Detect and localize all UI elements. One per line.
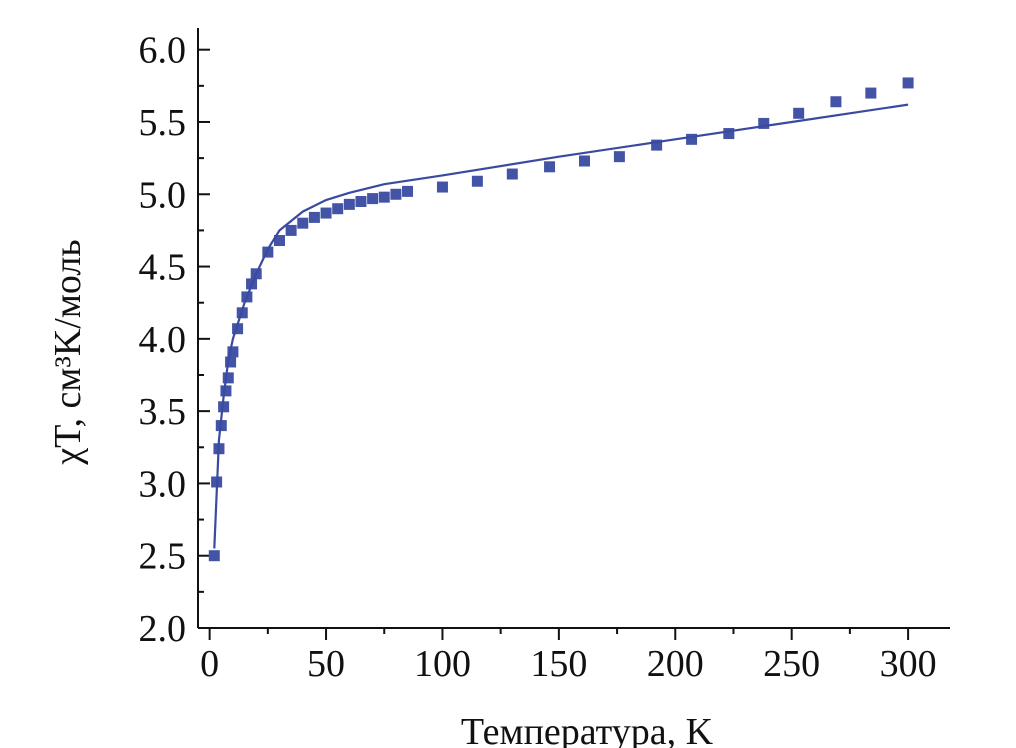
data-point — [285, 224, 297, 236]
data-point — [544, 161, 556, 173]
data-point — [308, 211, 320, 223]
data-point — [320, 207, 332, 219]
data-point — [865, 87, 877, 99]
y-axis-label: χT, см³K/моль — [47, 239, 89, 465]
data-point — [686, 133, 698, 145]
y-tick-label: 6.0 — [139, 30, 187, 72]
x-tick-label: 150 — [530, 643, 587, 685]
fit-line — [213, 103, 909, 549]
x-tick-label: 50 — [307, 643, 345, 685]
data-point — [723, 128, 735, 140]
y-tick-label: 4.5 — [139, 247, 187, 289]
x-tick-label: 100 — [414, 643, 471, 685]
data-point — [830, 96, 842, 108]
x-tick-label: 0 — [200, 643, 219, 685]
y-tick-label: 2.0 — [139, 608, 187, 650]
data-point — [332, 203, 344, 215]
data-point — [297, 217, 309, 229]
x-tick-label: 300 — [880, 643, 937, 685]
data-point — [506, 168, 518, 180]
x-tick-label: 250 — [763, 643, 820, 685]
data-point — [225, 356, 237, 368]
y-tick-label: 5.0 — [139, 174, 187, 216]
y-tick-label: 4.0 — [139, 319, 187, 361]
x-tick-label: 200 — [647, 643, 704, 685]
data-point — [378, 191, 390, 203]
data-point — [262, 246, 274, 258]
data-point — [758, 117, 770, 129]
data-point — [343, 198, 355, 210]
data-point — [232, 323, 244, 335]
data-point — [471, 175, 483, 187]
data-point — [390, 188, 402, 200]
data-point — [367, 193, 379, 205]
x-axis-label: Температура, K — [461, 711, 714, 748]
data-point — [402, 185, 414, 197]
data-point — [227, 346, 239, 358]
data-point — [220, 385, 232, 397]
data-point — [613, 151, 625, 163]
y-tick-label: 3.0 — [139, 463, 187, 505]
data-point — [902, 77, 914, 89]
data-point — [436, 181, 448, 193]
y-tick-label: 5.5 — [139, 102, 187, 144]
data-point — [355, 195, 367, 207]
data-point — [222, 372, 234, 384]
y-tick-label: 2.5 — [139, 536, 187, 578]
data-point — [793, 107, 805, 119]
data-point — [578, 155, 590, 167]
y-tick-label: 3.5 — [139, 391, 187, 433]
data-point — [651, 139, 663, 151]
data-point — [208, 550, 220, 562]
data-point — [273, 235, 285, 247]
